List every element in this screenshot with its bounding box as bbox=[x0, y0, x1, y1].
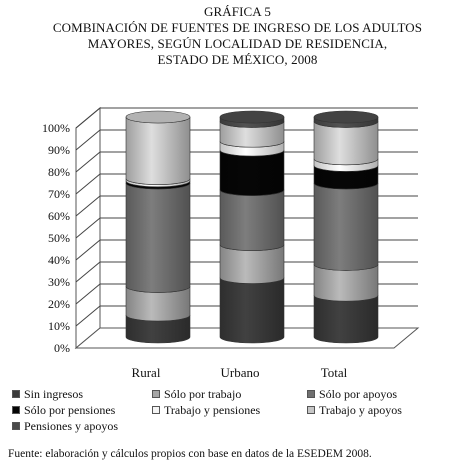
legend-label-solo-por-apoyos: Sólo por apoyos bbox=[319, 386, 397, 401]
bar-segment-urbano-solo-por-pensiones bbox=[219, 149, 285, 196]
y-tick-label: 80% bbox=[48, 165, 70, 179]
bar-segment-total-solo-por-apoyos bbox=[313, 182, 379, 271]
legend-item-trabajo-y-pensiones: Trabajo y pensiones bbox=[152, 403, 307, 418]
gridline bbox=[75, 173, 418, 195]
bar-segment-total-trabajo-y-apoyos bbox=[313, 121, 379, 166]
legend-swatch-solo-por-trabajo bbox=[152, 390, 160, 398]
gridline bbox=[75, 261, 418, 283]
x-tick-label-rural: Rural bbox=[132, 365, 161, 380]
bar-segment-urbano-sin-ingresos bbox=[219, 277, 285, 344]
chart-label: GRÁFICA 5 bbox=[204, 4, 271, 19]
chart-title-line-3: ESTADO DE MÉXICO, 2008 bbox=[157, 52, 318, 67]
y-tick-label: 20% bbox=[48, 297, 70, 311]
bar-segment-rural-solo-por-apoyos bbox=[125, 182, 191, 293]
y-tick-label: 60% bbox=[48, 209, 70, 223]
legend-swatch-sin-ingresos bbox=[12, 390, 20, 398]
legend-row: Sin ingresos Sólo por trabajo Sólo por a… bbox=[12, 386, 462, 402]
gridline bbox=[75, 217, 418, 239]
chart-title-line-1: COMBINACIÓN DE FUENTES DE INGRESO DE LOS… bbox=[52, 20, 423, 35]
gridline bbox=[75, 129, 418, 151]
legend-label-solo-por-trabajo: Sólo por trabajo bbox=[164, 386, 242, 401]
stacked-bar-chart: 0% 10% 20% 30% 40% 50% 60% 70% 80% 90% 100% Rural Ur… bbox=[42, 106, 420, 380]
bar-top-urbano bbox=[219, 110, 285, 124]
legend-label-sin-ingresos: Sin ingresos bbox=[24, 386, 84, 401]
legend-swatch-solo-por-pensiones bbox=[12, 406, 20, 414]
y-tick-label: 90% bbox=[48, 143, 70, 157]
bar-top-rural bbox=[125, 110, 191, 124]
y-tick-label: 100% bbox=[42, 121, 70, 135]
legend-row: Pensiones y apoyos bbox=[12, 418, 462, 434]
legend-swatch-trabajo-y-pensiones bbox=[152, 406, 160, 414]
legend-item-solo-por-trabajo: Sólo por trabajo bbox=[152, 387, 307, 402]
chart-title-line-2: MAYORES, SEGÚN LOCALIDAD DE RESIDENCIA, bbox=[87, 36, 388, 51]
legend-item-sin-ingresos: Sin ingresos bbox=[12, 387, 152, 402]
gridline bbox=[75, 195, 418, 217]
gridline bbox=[75, 107, 418, 129]
y-tick-label: 10% bbox=[48, 319, 70, 333]
y-tick-label: 0% bbox=[54, 341, 70, 355]
source-note: Fuente: elaboración y cálculos propios c… bbox=[8, 448, 372, 460]
y-tick-label: 50% bbox=[48, 231, 70, 245]
legend-label-solo-por-pensiones: Sólo por pensiones bbox=[24, 402, 116, 417]
x-tick-label-total: Total bbox=[321, 365, 348, 380]
legend-item-trabajo-y-apoyos: Trabajo y apoyos bbox=[307, 403, 457, 418]
bar-segment-total-sin-ingresos bbox=[313, 295, 379, 344]
y-tick-label: 70% bbox=[48, 187, 70, 201]
bar-segment-rural-trabajo-y-apoyos bbox=[125, 116, 191, 185]
legend-item-pensiones-y-apoyos: Pensiones y apoyos bbox=[12, 419, 152, 434]
legend-label-pensiones-y-apoyos: Pensiones y apoyos bbox=[24, 418, 118, 433]
gridline bbox=[75, 239, 418, 261]
chart-titles: GRÁFICA 5 COMBINACIÓN DE FUENTES DE INGR… bbox=[0, 4, 475, 68]
y-tick-label: 40% bbox=[48, 253, 70, 267]
gridline bbox=[75, 305, 418, 327]
legend-item-solo-por-apoyos: Sólo por apoyos bbox=[307, 387, 457, 402]
gridline bbox=[75, 283, 418, 305]
chart-legend: Sin ingresos Sólo por trabajo Sólo por a… bbox=[12, 386, 462, 434]
gridline bbox=[75, 151, 418, 173]
legend-swatch-trabajo-y-apoyos bbox=[307, 406, 315, 414]
y-tick-label: 30% bbox=[48, 275, 70, 289]
x-tick-label-urbano: Urbano bbox=[221, 365, 260, 380]
legend-item-solo-por-pensiones: Sólo por pensiones bbox=[12, 403, 152, 418]
legend-label-trabajo-y-pensiones: Trabajo y pensiones bbox=[164, 402, 261, 417]
bar-segment-urbano-solo-por-apoyos bbox=[219, 189, 285, 251]
legend-label-trabajo-y-apoyos: Trabajo y apoyos bbox=[319, 402, 402, 417]
bar-top-total bbox=[313, 110, 379, 124]
legend-swatch-pensiones-y-apoyos bbox=[12, 422, 20, 430]
legend-swatch-solo-por-apoyos bbox=[307, 390, 315, 398]
legend-row: Sólo por pensiones Trabajo y pensiones T… bbox=[12, 402, 462, 418]
